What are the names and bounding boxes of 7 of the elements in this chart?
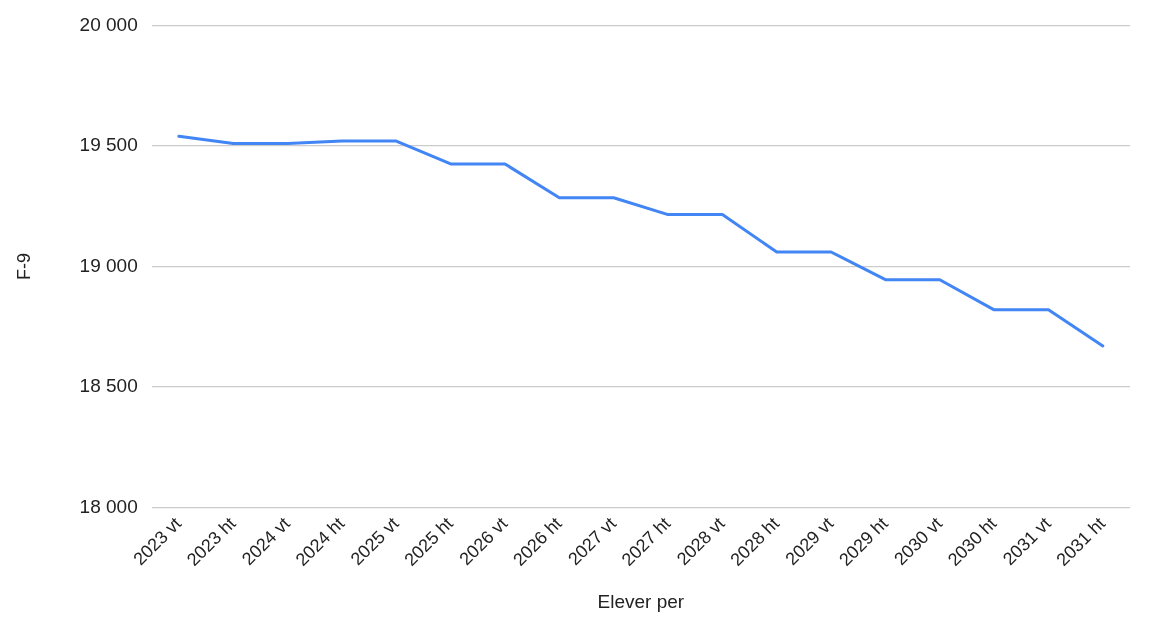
y-tick-label: 19 500: [79, 134, 138, 156]
y-tick-label: 20 000: [79, 13, 138, 35]
y-tick-label: 19 000: [79, 254, 138, 276]
y-tick-label: 18 500: [79, 375, 138, 397]
x-axis-title: Elever per: [597, 590, 685, 612]
y-axis-title: F-9: [13, 252, 34, 280]
y-tick-label: 18 000: [79, 495, 138, 517]
